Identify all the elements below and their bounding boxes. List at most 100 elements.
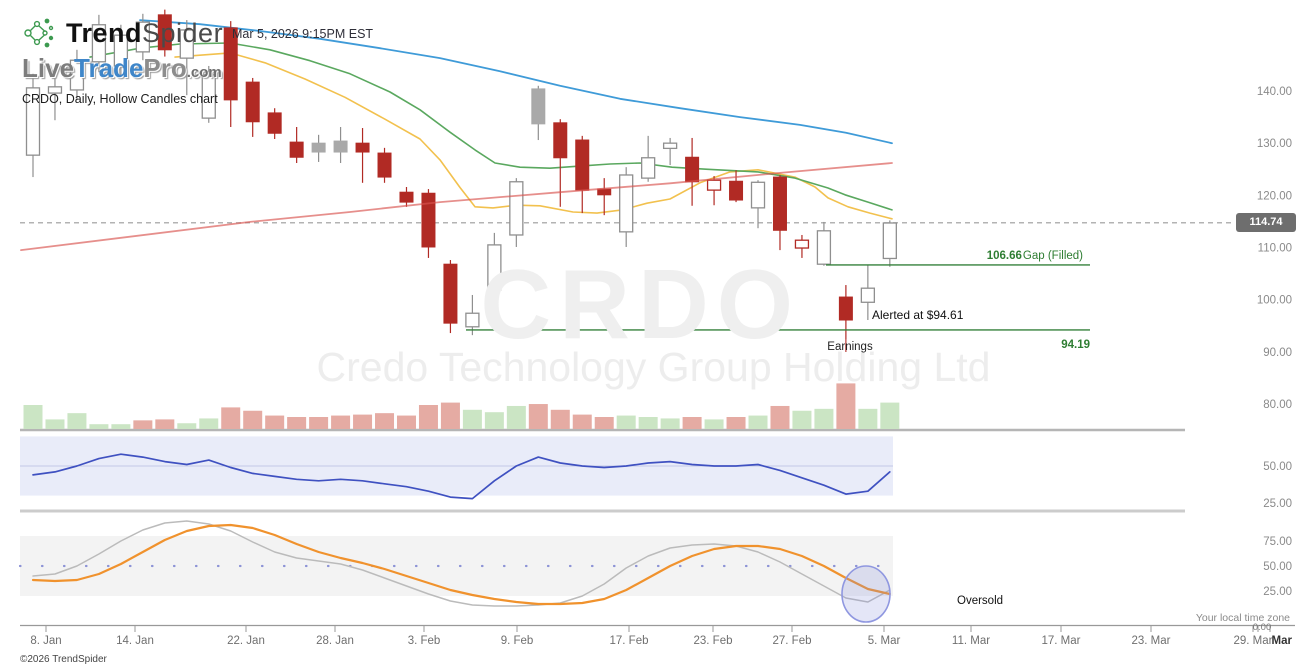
red-trendline xyxy=(20,162,893,251)
x-axis-label: 14. Jan xyxy=(116,635,154,647)
candle-body xyxy=(662,142,678,150)
volume-bar xyxy=(550,409,570,429)
chart-timestamp: Mar 5, 2026 9:15PM EST xyxy=(232,27,374,41)
volume-bar xyxy=(45,419,65,429)
volume-bar xyxy=(440,402,460,429)
candle-body xyxy=(509,181,524,236)
last-price-badge: 114.74 xyxy=(1236,213,1296,232)
candle-body xyxy=(860,287,876,303)
volume-bar xyxy=(23,405,43,429)
volume-bar xyxy=(89,424,109,429)
candle-body xyxy=(355,142,370,153)
gap-value: 106.66 xyxy=(986,250,1022,262)
x-axis-label: 29. Mar xyxy=(1234,635,1273,647)
volume-bar xyxy=(155,419,175,429)
volume-bar xyxy=(199,418,219,429)
volume-bar xyxy=(177,423,197,429)
candle-body xyxy=(619,174,634,233)
volume-bar xyxy=(638,417,658,429)
watermark-company: Credo Technology Group Holding Ltd xyxy=(316,344,991,390)
volume-bar xyxy=(265,415,285,429)
rsi-line xyxy=(32,453,891,500)
ltp-live: Live xyxy=(22,53,75,83)
gap-annotation: 106.66Gap (Filled) xyxy=(987,250,1083,262)
volume-bar xyxy=(221,407,241,429)
candle-body xyxy=(838,296,853,321)
gap-text: Gap (Filled) xyxy=(1022,250,1083,262)
oversold-highlight-ellipse xyxy=(841,565,891,623)
candle-body xyxy=(47,86,63,94)
price-axis-label: 110.00 xyxy=(1258,243,1292,255)
volume-bar xyxy=(243,410,263,429)
volume-bar xyxy=(331,415,351,429)
support-level-value: 94.19 xyxy=(1061,339,1090,351)
stoch-k-line xyxy=(31,523,891,606)
symbol-settings-label[interactable]: CRDO, Daily, Hollow Candles chart xyxy=(22,92,218,106)
volume-bar xyxy=(133,420,153,429)
volume-bar xyxy=(770,405,790,429)
volume-bar xyxy=(484,412,504,429)
yellow-ma-line xyxy=(174,52,893,220)
x-axis-label: 17. Feb xyxy=(610,635,649,647)
candle-body xyxy=(487,244,502,291)
price-axis-label: 120.00 xyxy=(1257,190,1292,202)
x-axis-label: 27. Feb xyxy=(773,635,812,647)
volume-bar xyxy=(660,418,680,429)
copyright-note: ©2026 TrendSpider xyxy=(20,654,107,665)
candle-body xyxy=(289,141,304,158)
candle-body xyxy=(399,191,414,203)
earnings-annotation: Earnings xyxy=(827,341,873,353)
price-axis-label: 140.00 xyxy=(1257,86,1292,98)
candle-body xyxy=(311,142,326,153)
candle-body xyxy=(685,156,700,183)
volume-bar xyxy=(111,424,131,429)
candle-body xyxy=(421,192,436,248)
x-axis-label: 22. Jan xyxy=(227,635,265,647)
candle-body xyxy=(882,222,897,260)
candle-body xyxy=(25,87,41,156)
volume-bar xyxy=(880,402,900,429)
candle-body xyxy=(575,139,590,191)
volume-bar xyxy=(748,415,768,429)
candle-body xyxy=(267,112,282,134)
rsi-axis-label: 50.00 xyxy=(1263,461,1292,473)
x-axis-label: 23. Feb xyxy=(694,635,733,647)
x-axis-time-label: 0:00 xyxy=(1253,622,1272,633)
candle-body xyxy=(333,140,348,153)
volume-bar xyxy=(353,414,373,429)
x-axis-label: 23. Mar xyxy=(1132,635,1171,647)
price-axis-label: 100.00 xyxy=(1257,295,1292,307)
candle-body xyxy=(816,230,832,265)
price-axis-label: 80.00 xyxy=(1263,399,1292,411)
volume-bar xyxy=(814,408,834,429)
volume-bar xyxy=(67,413,87,429)
x-axis-label: 9. Feb xyxy=(501,635,534,647)
candle-body xyxy=(223,27,238,101)
candle-body xyxy=(377,152,392,178)
x-axis-label-overlap: Mar xyxy=(1272,635,1293,647)
candle-body xyxy=(772,176,787,231)
volume-bar xyxy=(528,404,548,429)
green-ma-line xyxy=(89,42,893,211)
candle-body xyxy=(706,179,722,191)
candle-body xyxy=(201,74,216,119)
candle-body xyxy=(531,88,546,125)
volume-bar xyxy=(375,413,395,429)
x-axis-label: 17. Mar xyxy=(1042,635,1081,647)
volume-bar xyxy=(506,405,526,429)
oversold-annotation: Oversold xyxy=(957,595,1004,607)
volume-bar xyxy=(836,383,856,429)
brand-name-light: Spider xyxy=(142,17,224,48)
candle-body xyxy=(245,81,260,123)
volume-bar xyxy=(287,417,307,429)
brand-name-bold: Trend xyxy=(66,17,143,48)
candle-body xyxy=(69,59,85,91)
volume-bar xyxy=(572,414,592,429)
volume-bar xyxy=(858,408,878,429)
ltp-trade: Trade xyxy=(74,53,144,83)
timezone-note[interactable]: Your local time zone xyxy=(1195,612,1290,624)
candle-body xyxy=(794,239,810,249)
candle-body xyxy=(729,180,744,201)
volume-bar xyxy=(616,415,636,429)
